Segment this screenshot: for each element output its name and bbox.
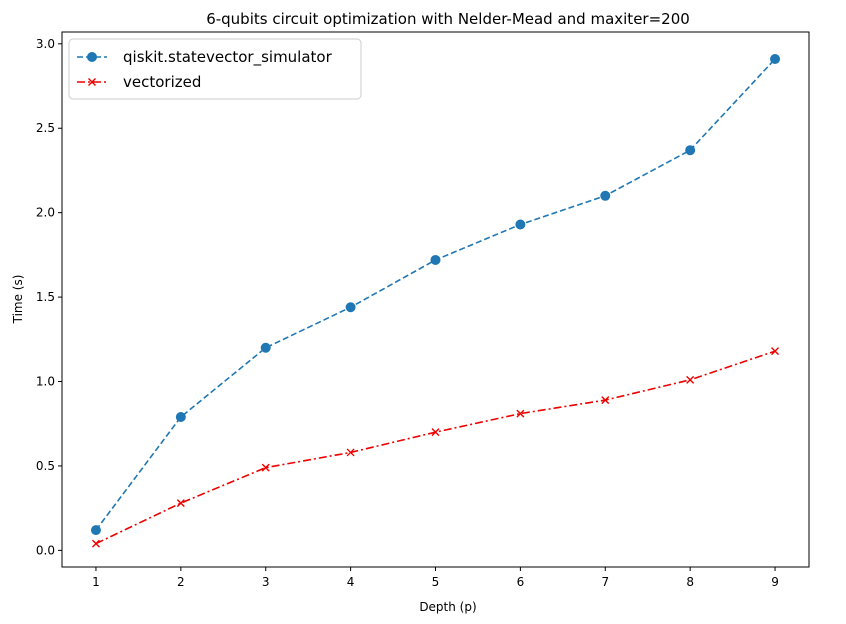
y-axis-label: Time (s) [11, 275, 25, 325]
x-tick-label: 9 [771, 575, 779, 589]
data-point-4 [430, 254, 441, 265]
x-tick-label: 6 [517, 575, 525, 589]
series-line-0 [95, 58, 776, 531]
data-point-0 [91, 539, 100, 548]
marker-stroke [91, 539, 100, 548]
x-tick-label: 3 [262, 575, 270, 589]
x-tick-label: 4 [347, 575, 355, 589]
plot-area [90, 54, 781, 548]
y-tick-label: 3.0 [36, 37, 55, 51]
x-tick-label: 5 [432, 575, 440, 589]
data-point-6 [600, 190, 611, 201]
marker-stroke [88, 78, 96, 86]
legend-box [68, 38, 362, 100]
chart-title: 6-qubits circuit optimization with Nelde… [206, 10, 690, 28]
y-tick-label: 2.5 [36, 121, 55, 135]
legend-entry-1: vectorized [77, 73, 201, 91]
series-1 [91, 347, 780, 548]
data-point-1 [176, 499, 185, 508]
marker-stroke [261, 463, 270, 472]
marker-stroke [601, 396, 610, 405]
x-tick-label: 8 [686, 575, 694, 589]
marker-stroke [431, 428, 440, 437]
legend-label: vectorized [123, 73, 201, 91]
data-point-0 [90, 525, 101, 536]
y-tick-label: 0.0 [36, 543, 55, 557]
y-tick-label: 1.0 [36, 375, 55, 389]
data-point-8 [770, 54, 781, 65]
data-point-2 [260, 342, 271, 353]
data-point-3 [345, 302, 356, 313]
x-tick-label: 1 [92, 575, 100, 589]
data-point-7 [685, 145, 696, 156]
x-tick-label: 2 [177, 575, 185, 589]
x-axis-label: Depth (p) [419, 600, 476, 614]
series-0 [90, 54, 781, 536]
marker-stroke [346, 448, 355, 457]
x-tick-label: 7 [601, 575, 609, 589]
legend-entry-0: qiskit.statevector_simulator [77, 48, 333, 67]
y-tick-label: 0.5 [36, 459, 55, 473]
data-point-5 [516, 409, 525, 418]
data-point-5 [515, 219, 526, 230]
data-point-2 [261, 463, 270, 472]
data-point-3 [346, 448, 355, 457]
series-line-1 [95, 350, 776, 545]
legend: qiskit.statevector_simulator vectorized [68, 38, 362, 100]
legend-label: qiskit.statevector_simulator [123, 48, 333, 67]
data-point-6 [601, 396, 610, 405]
marker-stroke [771, 347, 780, 356]
plot-frame [61, 31, 810, 568]
data-point-legend [88, 78, 96, 86]
marker-stroke [176, 499, 185, 508]
data-point-8 [771, 347, 780, 356]
data-point-7 [686, 375, 695, 384]
data-point-legend [87, 52, 97, 62]
marker-stroke [686, 375, 695, 384]
y-tick-label: 2.0 [36, 206, 55, 220]
data-point-1 [175, 411, 186, 422]
marker-stroke [516, 409, 525, 418]
data-point-4 [431, 428, 440, 437]
y-tick-label: 1.5 [36, 290, 55, 304]
